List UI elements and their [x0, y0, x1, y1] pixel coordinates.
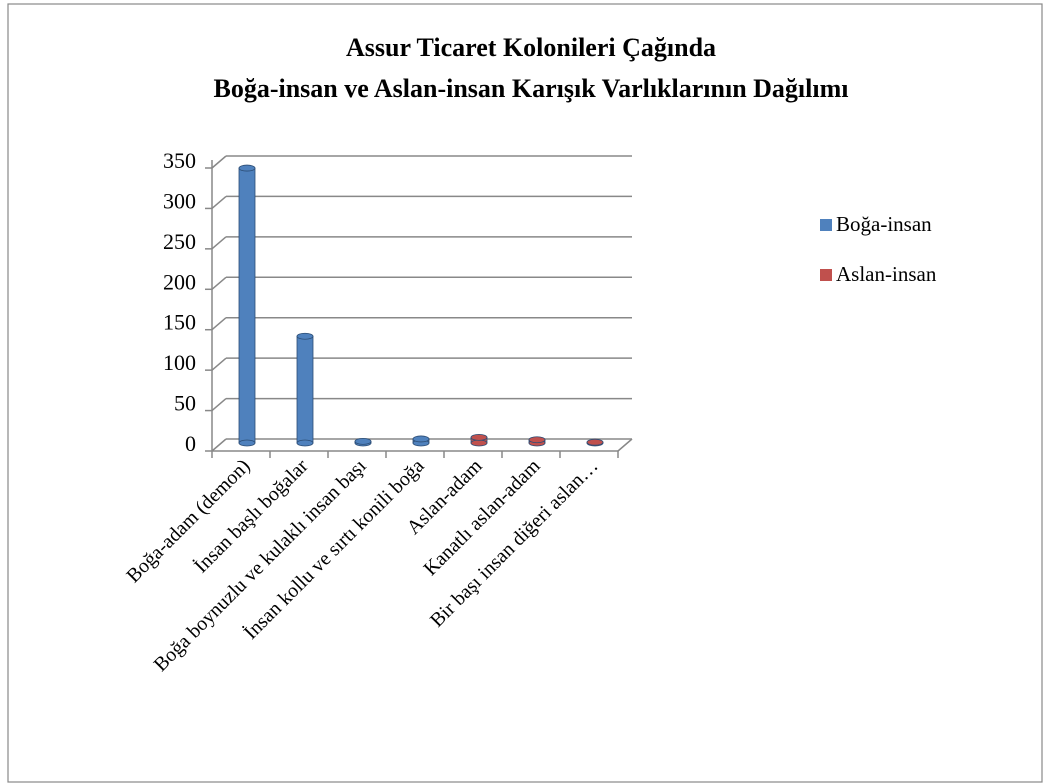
bar — [296, 335, 314, 444]
grid-line-side — [211, 276, 227, 290]
floor-edge — [617, 438, 633, 452]
bar-top — [528, 436, 546, 444]
grid-line-side — [211, 438, 227, 452]
bar-top — [586, 438, 604, 446]
chart-subtitle: Boğa-insan ve Aslan-insan Karışık Varlık… — [214, 74, 849, 103]
y-tick-label: 150 — [163, 310, 196, 335]
legend-swatch — [820, 269, 832, 281]
y-tick-label: 250 — [163, 229, 196, 254]
y-tick-label: 350 — [163, 148, 196, 173]
grid-line-side — [211, 155, 227, 169]
y-tick-label: 50 — [174, 391, 196, 416]
bar-top — [296, 332, 314, 340]
bar-top — [238, 164, 256, 172]
legend-label: Boğa-insan — [836, 212, 932, 236]
grid-line-side — [211, 398, 227, 412]
bar-top — [470, 433, 488, 441]
legend-swatch — [820, 219, 832, 231]
bar — [238, 167, 256, 444]
y-tick-label: 0 — [185, 431, 196, 456]
bar-base — [296, 439, 314, 447]
grid-line-side — [211, 236, 227, 250]
y-tick-label: 300 — [163, 188, 196, 213]
grid-line-side — [211, 357, 227, 371]
bar-base — [470, 439, 488, 447]
legend-label: Aslan-insan — [836, 262, 937, 286]
y-tick-label: 200 — [163, 269, 196, 294]
bar-top — [354, 437, 372, 445]
chart-title: Assur Ticaret Kolonileri Çağında — [346, 33, 716, 62]
grid-line-side — [211, 195, 227, 209]
bar-base — [238, 439, 256, 447]
chart-frame — [7, 3, 1043, 783]
grid-line-side — [211, 317, 227, 331]
y-tick-label: 100 — [163, 350, 196, 375]
bar-top — [412, 435, 430, 443]
